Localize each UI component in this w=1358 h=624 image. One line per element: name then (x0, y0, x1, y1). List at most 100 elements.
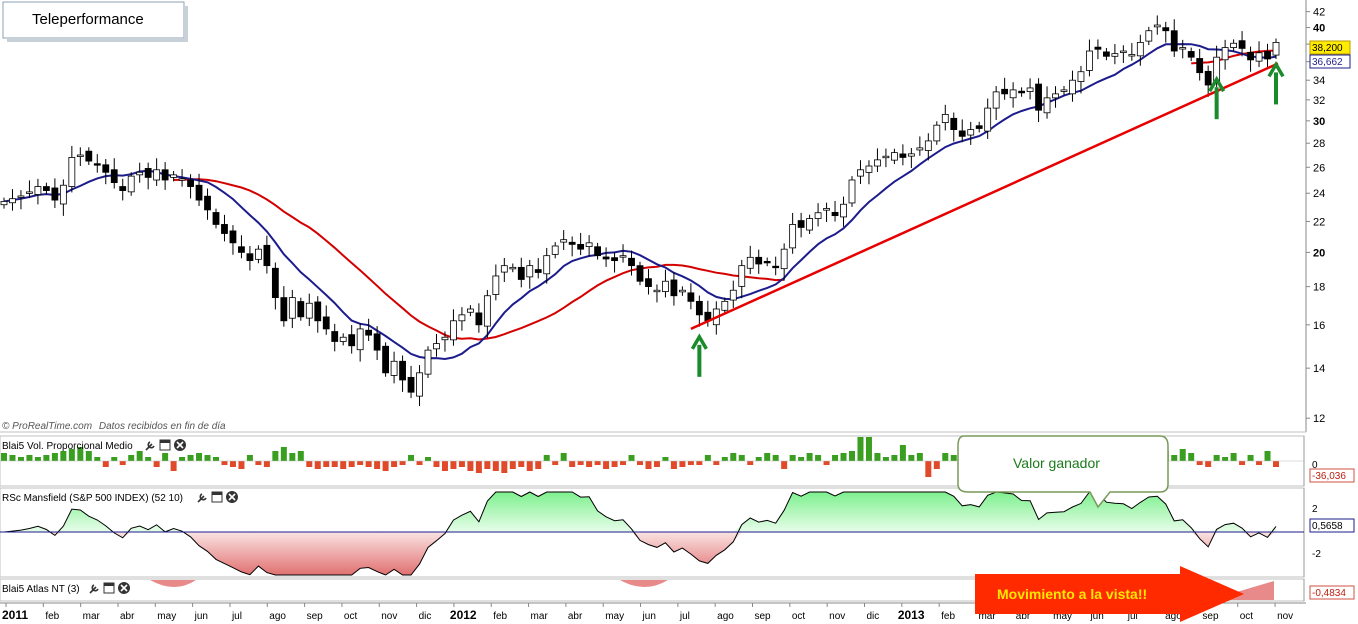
window-icon (103, 582, 115, 594)
candle-body (0, 201, 8, 206)
mansfield-value-label: 0,5658 (1312, 521, 1343, 532)
candle-body (568, 241, 576, 245)
volume-bar (704, 455, 711, 461)
volume-bar (1, 453, 7, 461)
candle-body (1136, 42, 1144, 57)
volume-bar (1247, 455, 1254, 461)
candle-body (577, 243, 585, 250)
x-tick-label: ago (269, 611, 286, 622)
candle-body (119, 186, 127, 191)
volume-bar (492, 461, 499, 471)
close-cross (228, 493, 236, 501)
source-label: © ProRealTime.com Datos recibidos en fin… (2, 421, 226, 432)
candle-body (1145, 30, 1153, 42)
price-tick-label: 16 (1313, 320, 1325, 332)
last-price-label: 38,200 (1312, 43, 1343, 54)
volume-bar (586, 461, 593, 467)
candle-body (797, 220, 805, 228)
candles (0, 15, 1280, 407)
candle-body (246, 253, 254, 262)
volume-bar (840, 453, 847, 461)
volume-bar (662, 457, 669, 461)
candle-body (789, 224, 797, 249)
candle-body (628, 257, 635, 267)
volume-bar (535, 461, 542, 469)
volume-bar (153, 461, 160, 467)
candle-body (543, 255, 551, 275)
candle-body (204, 195, 211, 211)
price-tick-label: 30 (1313, 116, 1325, 128)
volume-bar (9, 455, 16, 461)
close-icon (118, 582, 130, 594)
candle-body (1086, 50, 1093, 71)
candle-body (263, 244, 271, 267)
candle-body (517, 266, 525, 280)
volume-bar (204, 455, 211, 461)
candle-body (187, 179, 194, 187)
candle-body (560, 239, 568, 243)
candle-body (373, 333, 381, 351)
volume-bar (94, 457, 101, 461)
arrow-head (1267, 60, 1285, 78)
volume-bar (128, 455, 135, 461)
mansfield-positive-area (4, 492, 1276, 532)
volume-bar (670, 461, 677, 469)
volume-bar (187, 455, 194, 461)
candle-body (441, 336, 449, 341)
volume-bar (713, 461, 720, 465)
candle-body (254, 248, 262, 260)
candle-body (611, 257, 618, 262)
volume-bar (942, 453, 949, 461)
x-tick-label: nov (381, 611, 397, 622)
candle-body (288, 297, 296, 319)
volume-bar (933, 461, 940, 469)
candle-body (916, 147, 924, 151)
volume-bar (314, 461, 321, 469)
volume-bar (908, 455, 915, 461)
trendline-line (690, 62, 1279, 331)
volume-bar (645, 461, 652, 469)
candle-body (967, 129, 975, 136)
volume-bar (484, 461, 491, 469)
candle-body (1111, 53, 1119, 57)
candle-body (1052, 93, 1059, 99)
candle-body (1026, 87, 1034, 92)
candle-body (475, 312, 483, 326)
volume-bar (374, 461, 381, 469)
candle-body (695, 300, 703, 316)
candle-body (136, 171, 144, 176)
volume-bar (950, 455, 957, 461)
volume-bar (170, 461, 177, 471)
volume-bar (526, 461, 533, 471)
volume-bar (26, 455, 33, 461)
chart-title: Teleperformance (32, 11, 144, 28)
candle-body (755, 256, 763, 265)
volume-bar (823, 461, 830, 465)
x-tick-label: sep (307, 611, 324, 622)
candle-body (551, 245, 559, 255)
candle-body (271, 267, 279, 299)
callout: Valor ganador (957, 435, 1169, 509)
candle-body (653, 289, 661, 293)
candle-body (34, 186, 42, 195)
x-tick-label: sep (1202, 611, 1219, 622)
volume-bar (730, 453, 737, 461)
volume-bar (382, 461, 389, 471)
atlas-dip (620, 580, 668, 587)
candle-body (636, 265, 644, 282)
candle-body (382, 345, 390, 374)
candle-body (594, 246, 601, 257)
candle-body (857, 169, 864, 177)
volume-bar (213, 457, 219, 461)
mansfield-tick-top: 2 (1312, 504, 1318, 515)
volume-bar (577, 461, 584, 465)
volume-bar (458, 461, 465, 467)
volume-bar (441, 461, 448, 471)
volume-bar (68, 449, 75, 461)
price-tick-label: 28 (1313, 138, 1325, 150)
volume-bar (119, 461, 126, 465)
candle-body (314, 301, 322, 322)
candle-body (93, 163, 101, 166)
wrench-icon (197, 493, 207, 503)
candle-body (390, 360, 398, 376)
